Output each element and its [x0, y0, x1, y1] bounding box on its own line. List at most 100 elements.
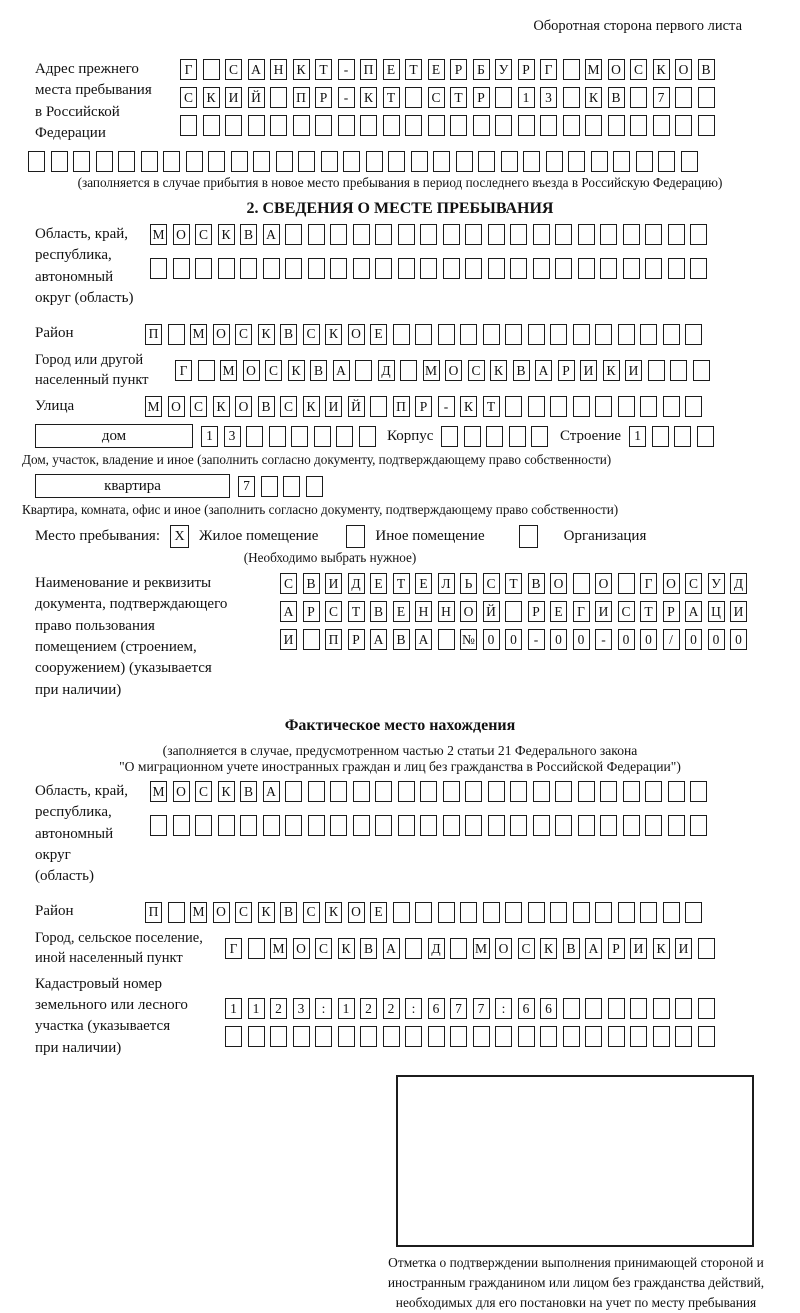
char-cell[interactable]: С [617, 601, 635, 623]
char-cell[interactable] [622, 258, 640, 280]
char-cell[interactable]: А [382, 937, 400, 959]
char-cell[interactable] [617, 323, 635, 345]
char-cell[interactable]: Г [180, 59, 197, 80]
char-cell[interactable] [562, 115, 580, 136]
char-cell[interactable]: 0 [572, 629, 590, 651]
char-cell[interactable] [50, 151, 68, 173]
char-cell[interactable] [460, 901, 477, 923]
char-cell[interactable]: Д [347, 573, 365, 595]
char-cell[interactable] [577, 780, 595, 802]
char-cell[interactable]: С [195, 224, 212, 246]
char-cell[interactable] [292, 115, 310, 136]
char-cell[interactable]: Д [730, 573, 747, 595]
char-cell[interactable] [652, 1025, 670, 1047]
char-cell[interactable] [405, 115, 422, 136]
char-cell[interactable] [420, 258, 437, 280]
char-cell[interactable]: Р [662, 601, 680, 623]
char-cell[interactable] [415, 323, 432, 345]
char-cell[interactable]: С [235, 323, 252, 345]
char-cell[interactable] [577, 814, 595, 836]
char-cell[interactable]: О [347, 901, 365, 923]
kvartira-type-box[interactable]: квартира [35, 474, 230, 499]
char-cell[interactable]: О [550, 573, 567, 595]
char-cell[interactable] [375, 814, 392, 836]
char-cell[interactable]: О [445, 359, 462, 381]
char-cell[interactable] [667, 814, 685, 836]
char-cell[interactable]: С [265, 359, 282, 381]
char-cell[interactable] [555, 258, 572, 280]
char-cell[interactable] [268, 425, 286, 447]
char-cell[interactable]: Г [572, 601, 590, 623]
char-cell[interactable] [343, 151, 360, 173]
char-cell[interactable]: О [495, 937, 512, 959]
char-cell[interactable]: К [292, 59, 310, 80]
char-cell[interactable]: К [602, 359, 620, 381]
char-cell[interactable]: И [280, 629, 297, 651]
char-cell[interactable]: С [280, 573, 297, 595]
char-cell[interactable] [652, 997, 670, 1019]
char-cell[interactable]: К [460, 395, 477, 417]
char-cell[interactable]: В [697, 59, 715, 80]
char-cell[interactable] [437, 901, 455, 923]
char-cell[interactable] [622, 814, 640, 836]
char-cell[interactable]: С [427, 87, 445, 108]
char-cell[interactable] [442, 224, 460, 246]
char-cell[interactable] [651, 425, 669, 447]
char-cell[interactable] [645, 814, 662, 836]
char-cell[interactable]: С [482, 573, 500, 595]
char-cell[interactable] [370, 395, 387, 417]
char-cell[interactable] [562, 59, 580, 80]
char-cell[interactable]: С [190, 395, 207, 417]
char-cell[interactable] [392, 323, 410, 345]
char-cell[interactable] [675, 115, 692, 136]
char-cell[interactable]: 2 [382, 997, 400, 1019]
char-cell[interactable]: Л [437, 573, 455, 595]
char-cell[interactable] [622, 780, 640, 802]
char-cell[interactable]: Е [415, 573, 432, 595]
char-cell[interactable] [450, 115, 467, 136]
char-cell[interactable]: Н [437, 601, 455, 623]
char-cell[interactable]: 0 [730, 629, 747, 651]
char-cell[interactable] [320, 151, 338, 173]
char-cell[interactable] [225, 115, 242, 136]
char-cell[interactable]: А [332, 359, 350, 381]
char-cell[interactable] [562, 87, 580, 108]
char-cell[interactable] [531, 425, 549, 447]
char-cell[interactable] [140, 151, 158, 173]
char-cell[interactable] [230, 151, 248, 173]
char-cell[interactable]: Т [382, 87, 400, 108]
char-cell[interactable]: Е [370, 901, 387, 923]
char-cell[interactable] [572, 901, 590, 923]
char-cell[interactable] [662, 901, 680, 923]
char-cell[interactable]: О [662, 573, 680, 595]
char-cell[interactable] [247, 115, 265, 136]
char-cell[interactable] [647, 359, 665, 381]
char-cell[interactable] [352, 814, 370, 836]
char-cell[interactable] [617, 901, 635, 923]
char-cell[interactable] [358, 425, 376, 447]
char-cell[interactable] [532, 258, 550, 280]
char-cell[interactable]: Ь [460, 573, 477, 595]
char-cell[interactable]: 0 [685, 629, 702, 651]
char-cell[interactable] [550, 901, 567, 923]
char-cell[interactable]: 1 [337, 997, 355, 1019]
char-cell[interactable]: В [240, 224, 257, 246]
char-cell[interactable] [410, 151, 428, 173]
char-cell[interactable] [652, 115, 670, 136]
char-cell[interactable] [487, 224, 505, 246]
char-cell[interactable]: Г [640, 573, 657, 595]
char-cell[interactable] [658, 151, 675, 173]
char-cell[interactable]: У [707, 573, 725, 595]
char-cell[interactable] [388, 151, 405, 173]
char-cell[interactable]: С [280, 395, 297, 417]
char-cell[interactable]: О [212, 901, 230, 923]
char-cell[interactable] [527, 323, 545, 345]
char-cell[interactable]: Р [302, 601, 320, 623]
char-cell[interactable]: 0 [505, 629, 522, 651]
char-cell[interactable] [505, 901, 522, 923]
char-cell[interactable] [675, 997, 692, 1019]
checkbox-zhiloe[interactable]: X [170, 525, 189, 549]
char-cell[interactable] [585, 997, 602, 1019]
char-cell[interactable]: Р [607, 937, 625, 959]
char-cell[interactable] [262, 258, 280, 280]
